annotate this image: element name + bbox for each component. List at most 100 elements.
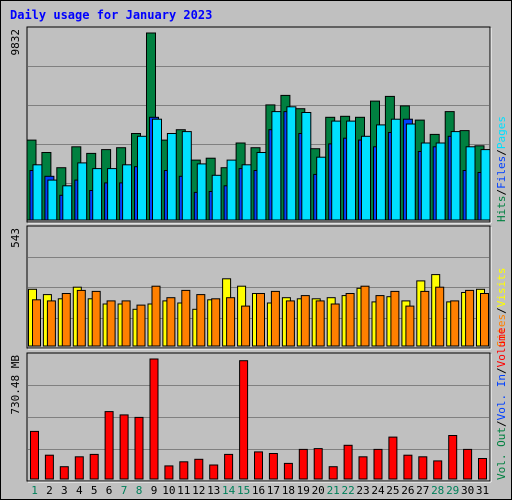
legend-entry-sites: Sites [495,314,508,347]
bar-pages-day-31 [480,149,491,221]
bar-volume-day-13 [209,464,219,480]
x-tick-day: 1 [31,484,38,497]
bar-pages-day-24 [376,124,386,221]
legend-entry-vol-in: Vol. In [495,374,508,420]
bar-volume-day-8 [134,416,144,480]
x-tick-day: 23 [356,484,369,497]
bar-sites-day-6 [106,300,116,347]
bar-volume-day-5 [89,453,99,480]
bar-volume-day-30 [463,448,473,480]
bar-volume-day-16 [254,451,263,480]
bar-sites-day-2 [46,300,56,347]
x-tick-day: 22 [341,484,354,497]
bar-pages-day-5 [92,168,103,221]
legend-separator: / [495,367,508,374]
legend-entry-vol-out: Vol. Out [495,427,508,480]
bar-pages-day-4 [77,162,88,221]
bar-pages-day-28 [435,142,446,221]
bar-sites-day-23 [360,285,370,347]
legend-entry-files: Files [495,156,508,189]
bar-volume-day-31 [478,458,487,480]
legend-entry-volume: Volume [495,328,508,368]
x-tick-day: 10 [162,484,175,497]
bar-pages-day-15 [241,164,252,221]
bar-pages-day-8 [137,135,147,221]
x-tick-day: 4 [76,484,83,497]
bar-pages-day-7 [122,164,133,221]
bar-pages-day-3 [62,185,73,221]
bar-pages-day-12 [196,163,207,221]
bar-sites-day-24 [375,295,385,347]
x-tick-day: 12 [192,484,205,497]
bar-pages-day-1 [32,164,43,221]
legend-entry-pages: Pages [495,116,508,149]
bar-pages-day-14 [226,159,237,221]
x-tick-day: 8 [136,484,143,497]
bar-sites-day-11 [181,289,191,347]
x-tick-day: 18 [282,484,295,497]
bar-volume-day-22 [343,444,353,480]
bar-sites-day-30 [465,289,475,347]
bar-volume-day-9 [149,358,159,480]
x-tick-day: 26 [401,484,414,497]
bar-volume-day-18 [283,462,293,480]
bar-volume-day-11 [179,461,189,480]
bar-volume-day-1 [30,430,39,480]
bar-volume-day-7 [119,414,129,480]
bar-sites-day-8 [136,304,146,347]
bar-sites-day-26 [405,305,415,347]
bar-pages-day-16 [256,152,267,221]
x-tick-day: 21 [327,484,340,497]
bar-pages-day-19 [301,112,312,221]
bar-sites-day-12 [196,294,206,347]
bar-volume-day-25 [388,436,398,480]
bar-sites-day-20 [315,300,325,347]
bar-sites-day-18 [285,300,295,347]
bar-sites-day-15 [241,305,251,347]
x-tick-day: 13 [207,484,220,497]
bar-pages-day-29 [450,131,461,221]
bar-pages-day-23 [361,135,371,221]
bar-pages-day-18 [286,106,297,221]
bar-pages-day-11 [181,131,192,221]
bar-pages-day-10 [166,133,177,221]
bar-sites-day-19 [300,295,310,347]
legend-middle: Sites/Visits [495,268,508,348]
bar-pages-day-25 [390,118,401,221]
bar-sites-day-10 [166,297,176,347]
bar-volume-day-10 [164,465,174,480]
bar-sites-day-5 [91,290,101,347]
x-tick-day: 7 [121,484,128,497]
bar-sites-day-31 [480,293,489,347]
x-tick-day: 25 [386,484,399,497]
bar-sites-day-22 [345,293,355,347]
bar-volume-day-27 [418,456,428,480]
bar-pages-day-9 [152,118,162,221]
bar-pages-day-17 [271,111,282,221]
ymax-label-volume: 730.48 MB [9,355,22,415]
bar-sites-day-29 [450,300,460,347]
bar-sites-day-4 [76,289,86,347]
bar-pages-day-2 [47,179,58,221]
bar-pages-day-13 [211,174,222,221]
x-tick-day: 3 [61,484,68,497]
bar-sites-day-13 [211,298,221,347]
bar-volume-day-4 [74,456,84,480]
bar-volume-day-29 [448,435,458,480]
bar-volume-day-24 [373,448,383,480]
bar-sites-day-14 [226,297,236,347]
bar-pages-day-27 [420,142,431,221]
legend-top: Hits/Files/Pages [495,116,508,222]
bar-sites-day-3 [61,293,71,347]
x-tick-day: 6 [106,484,113,497]
bar-volume-day-3 [59,466,69,480]
bar-sites-day-21 [330,303,340,347]
bar-sites-day-25 [390,290,400,347]
x-tick-day: 15 [237,484,250,497]
bar-sites-day-1 [32,299,41,347]
x-tick-day: 31 [476,484,489,497]
ymax-label-hits: 9832 [9,29,22,56]
x-tick-day: 24 [371,484,385,497]
x-tick-day: 17 [267,484,280,497]
